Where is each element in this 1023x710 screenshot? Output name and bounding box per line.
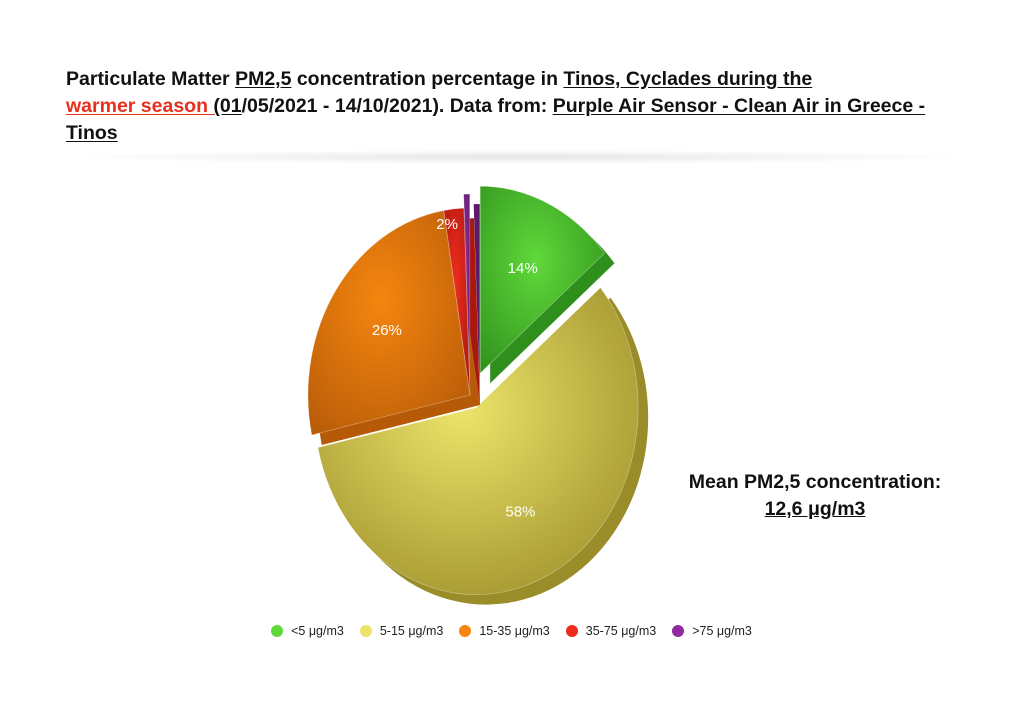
pie-slice-1 [479,185,615,384]
title-location: Tinos, Cyclades during the [563,68,813,90]
legend-marker [459,625,472,637]
title-date-start: (01 [213,95,242,117]
title-text-2: concentration percentage in [291,68,564,90]
pie-slice-4 [443,207,480,405]
title-source: Purple Air Sensor - Clean Air in Greece … [66,95,926,144]
legend-marker [672,625,685,637]
legend: <5 μg/m3 5-15 μg/m3 15-35 μg/m3 35-75 μg/m3… [0,624,1023,638]
mean-label: Mean PM2,5 concentration: [688,471,942,493]
legend-label: >75 μg/m3 [692,624,752,638]
chart-title: Particulate Matter PM2,5 concentration p… [66,66,966,147]
legend-item-1: <5 μg/m3 [271,624,344,638]
legend-label: 35-75 μg/m3 [585,624,657,638]
slice-label-3: 26% [372,322,402,339]
title-text-3: /05/2021 - 14/10/2021). Data from: [241,95,553,117]
legend-label: <5 μg/m3 [291,624,344,638]
legend-item-5: >75 μg/m3 [672,624,752,638]
pie-slice-5 [463,193,480,392]
legend-marker [359,625,372,637]
legend-label: 5-15 μg/m3 [379,624,444,638]
pie-slice-3 [307,209,480,445]
legend-item-2: 5-15 μg/m3 [359,624,444,638]
legend-item-3: 15-35 μg/m3 [459,624,550,638]
title-season: warmer season [66,95,214,117]
legend-item-4: 35-75 μg/m3 [565,624,657,638]
slice-label-2: 58% [505,504,535,521]
pie-slice-2 [317,287,649,605]
legend-label: 15-35 μg/m3 [479,624,550,638]
title-shadow [60,150,980,164]
legend-marker [271,625,284,637]
mean-annotation: Mean PM2,5 concentration: 12,6 μg/m3 [650,469,980,523]
slice-label-4: 2% [436,216,458,233]
mean-value: 12,6 μg/m3 [764,498,866,520]
legend-marker [565,625,578,637]
title-pm-link: PM2,5 [235,68,292,90]
title-text-1: Particulate Matter [66,68,236,90]
slice-label-1: 14% [508,260,538,277]
